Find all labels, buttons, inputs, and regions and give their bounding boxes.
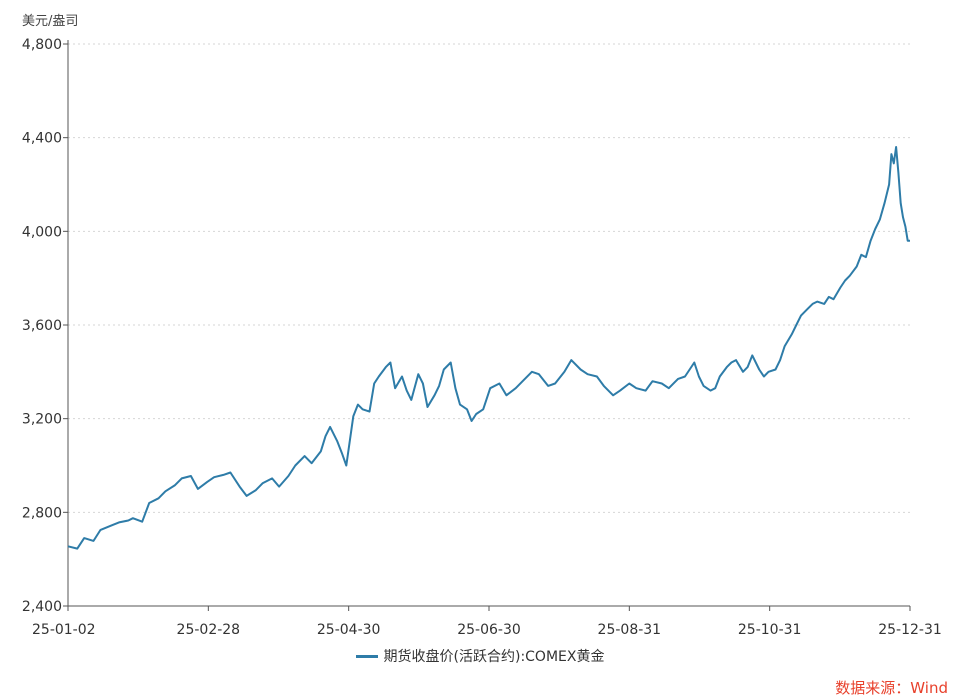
x-tick-label: 25-02-28 bbox=[177, 622, 241, 638]
series-layer bbox=[67, 146, 910, 550]
x-tick-label: 25-04-30 bbox=[317, 622, 381, 638]
legend: 期货收盘价(活跃合约):COMEX黄金 bbox=[0, 646, 960, 666]
grid-lines bbox=[68, 43, 910, 513]
y-tick-label: 3,600 bbox=[22, 318, 62, 334]
y-axis-unit-label: 美元/盎司 bbox=[22, 14, 79, 29]
legend-swatch bbox=[355, 654, 378, 658]
line-chart: 2,400 2,800 3,200 3,600 4,000 4,400 4,800 25-01… bbox=[22, 37, 942, 638]
y-tick-label: 2,400 bbox=[22, 599, 62, 615]
legend-label: 期货收盘价(活跃合约):COMEX黄金 bbox=[383, 649, 605, 665]
y-tick-label: 4,400 bbox=[22, 131, 62, 147]
x-tick-label: 25-12-31 bbox=[878, 622, 942, 638]
y-tick-label: 2,800 bbox=[22, 505, 62, 521]
x-tick-label: 25-08-31 bbox=[598, 622, 662, 638]
y-tick-label: 4,800 bbox=[22, 37, 62, 53]
x-tick-label: 25-10-31 bbox=[738, 622, 802, 638]
x-tick-label: 25-06-30 bbox=[457, 622, 521, 638]
series-line bbox=[67, 146, 910, 550]
source-note: 数据来源：Wind bbox=[835, 679, 948, 697]
y-tick-label: 3,200 bbox=[22, 412, 62, 428]
axes: 2,400 2,800 3,200 3,600 4,000 4,400 4,800 25-01… bbox=[22, 37, 942, 638]
y-tick-label: 4,000 bbox=[22, 224, 62, 240]
x-tick-label: 25-01-02 bbox=[32, 622, 96, 638]
